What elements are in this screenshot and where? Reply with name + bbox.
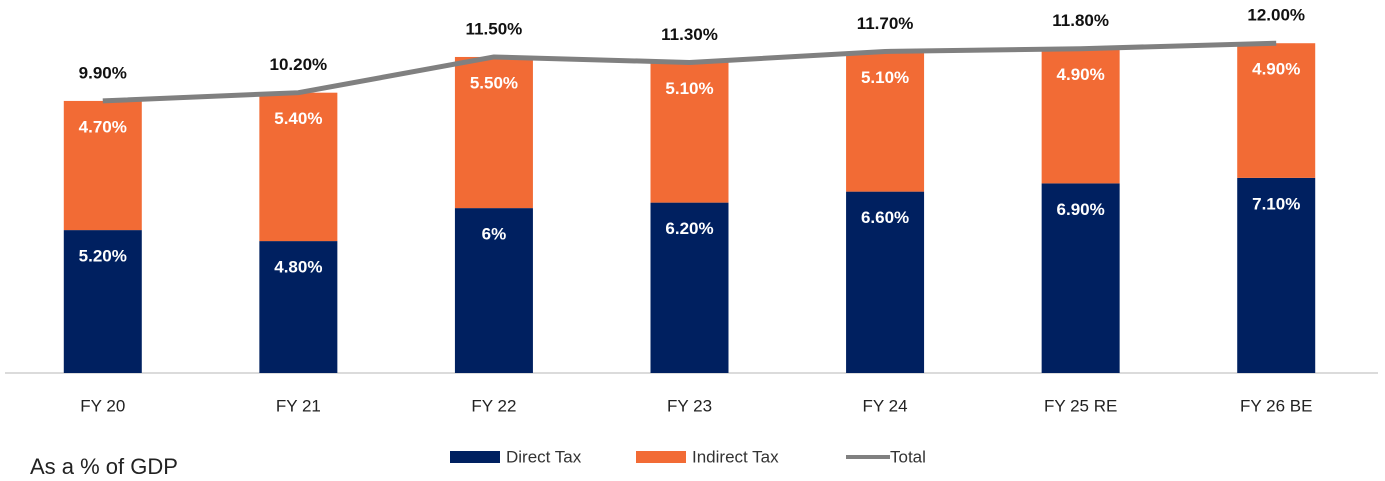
total-label: 11.50%: [466, 19, 523, 38]
x-tick-label: FY 22: [471, 396, 516, 415]
legend-label: Indirect Tax: [692, 447, 779, 466]
bar-segment: [1041, 48, 1120, 184]
total-label: 12.00%: [1247, 6, 1305, 25]
x-tick-label: FY 20: [80, 396, 125, 415]
legend-label: Direct Tax: [506, 447, 582, 466]
x-tick-label: FY 25 RE: [1044, 396, 1117, 415]
data-label: 5.50%: [470, 73, 518, 92]
total-label: 10.20%: [270, 55, 328, 74]
bar-segment: [454, 208, 533, 373]
total-label: 11.30%: [661, 25, 718, 44]
bar-segment: [650, 62, 729, 203]
bar-segment: [1237, 177, 1316, 373]
x-tick-label: FY 24: [863, 396, 908, 415]
data-label: 6%: [482, 225, 507, 244]
data-label: 6.20%: [665, 219, 713, 238]
data-label: 4.90%: [1057, 65, 1105, 84]
data-label: 5.10%: [861, 68, 909, 87]
legend-label: Total: [890, 447, 926, 466]
data-label: 4.80%: [274, 258, 322, 277]
x-tick-label: FY 21: [276, 396, 321, 415]
bar-segment: [846, 191, 925, 373]
data-label: 7.10%: [1252, 194, 1300, 213]
data-label: 6.90%: [1057, 200, 1105, 219]
data-label: 5.40%: [274, 109, 322, 128]
bar-segment: [1237, 43, 1316, 178]
x-tick-label: FY 23: [667, 396, 712, 415]
total-label: 11.80%: [1052, 11, 1109, 30]
total-label: 11.70%: [857, 14, 914, 33]
bar-segment: [650, 202, 729, 373]
data-label: 5.20%: [79, 247, 127, 266]
caption: As a % of GDP: [30, 454, 178, 479]
total-label: 9.90%: [79, 63, 127, 82]
data-label: 4.90%: [1252, 60, 1300, 79]
total-line: [102, 40, 1277, 104]
x-tick-label: FY 26 BE: [1240, 396, 1312, 415]
bar-segment: [1041, 183, 1120, 373]
bar-segment: [259, 241, 338, 373]
bar-segment: [846, 51, 925, 192]
bar-segment: [454, 56, 533, 209]
bar-segment: [259, 92, 338, 242]
data-label: 5.10%: [665, 79, 713, 98]
data-label: 4.70%: [79, 117, 127, 136]
legend-swatch: [636, 451, 686, 463]
data-label: 6.60%: [861, 208, 909, 227]
bar-segment: [63, 100, 142, 231]
legend-swatch: [450, 451, 500, 463]
bar-segment: [63, 230, 142, 373]
